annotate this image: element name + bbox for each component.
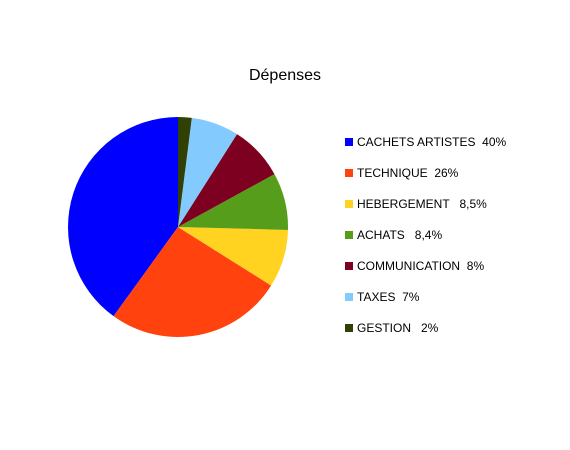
legend-swatch xyxy=(345,138,353,146)
legend-label: GESTION 2% xyxy=(357,321,439,335)
chart-title: Dépenses xyxy=(249,67,321,84)
legend-item: COMMUNICATION 8% xyxy=(345,259,484,273)
legend: CACHETS ARTISTES 40% TECHNIQUE 26% HEBERGE… xyxy=(345,135,506,335)
legend-label: TAXES 7% xyxy=(357,290,420,304)
legend-label: TECHNIQUE 26% xyxy=(357,166,459,180)
legend-item: TECHNIQUE 26% xyxy=(345,166,459,180)
pie-slice-3 xyxy=(178,227,288,286)
pie-slice-6 xyxy=(178,117,237,227)
pie-slice-7 xyxy=(178,117,192,227)
legend-label: COMMUNICATION 8% xyxy=(357,259,484,273)
legend-label: ACHATS 8,4% xyxy=(357,228,442,242)
pie-slice-2 xyxy=(113,227,272,337)
legend-swatch xyxy=(345,324,353,332)
pie-slice-4 xyxy=(178,174,288,230)
legend-swatch xyxy=(345,262,353,270)
legend-swatch xyxy=(345,169,353,177)
pie-slices xyxy=(68,117,288,337)
legend-item: TAXES 7% xyxy=(345,290,420,304)
legend-item: CACHETS ARTISTES 40% xyxy=(345,135,506,149)
legend-swatch xyxy=(345,200,353,208)
pie-slice-1 xyxy=(68,117,178,317)
legend-item: GESTION 2% xyxy=(345,321,439,335)
legend-label: CACHETS ARTISTES 40% xyxy=(357,135,506,149)
legend-swatch xyxy=(345,293,353,301)
legend-label: HEBERGEMENT 8,5% xyxy=(357,197,487,211)
legend-swatch xyxy=(345,231,353,239)
legend-item: HEBERGEMENT 8,5% xyxy=(345,197,487,211)
pie-slice-5 xyxy=(178,134,275,227)
legend-item: ACHATS 8,4% xyxy=(345,228,442,242)
